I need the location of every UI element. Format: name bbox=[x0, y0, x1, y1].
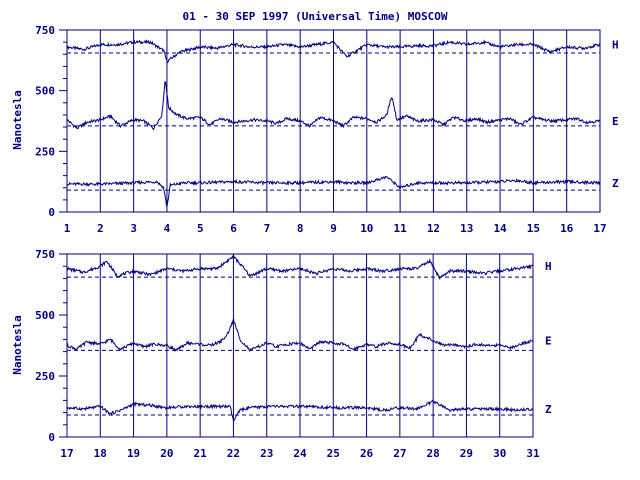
x-tick-label: 3 bbox=[130, 222, 137, 235]
x-tick-label: 31 bbox=[526, 447, 540, 460]
x-tick-label: 14 bbox=[493, 222, 507, 235]
x-tick-label: 19 bbox=[127, 447, 140, 460]
series-label-e: E bbox=[612, 115, 619, 128]
series-label-z: Z bbox=[545, 403, 552, 416]
y-tick-label: 250 bbox=[35, 145, 55, 158]
x-tick-label: 17 bbox=[593, 222, 606, 235]
top-ylabel: Nanotesla bbox=[11, 90, 24, 150]
x-tick-label: 29 bbox=[460, 447, 473, 460]
x-tick-label: 26 bbox=[360, 447, 374, 460]
series-e-trace bbox=[66, 318, 534, 353]
y-tick-label: 500 bbox=[35, 309, 55, 322]
x-tick-label: 9 bbox=[330, 222, 337, 235]
x-tick-label: 23 bbox=[260, 447, 273, 460]
x-tick-label: 21 bbox=[194, 447, 208, 460]
series-label-e: E bbox=[545, 335, 552, 348]
y-tick-label: 750 bbox=[35, 248, 55, 261]
series-label-z: Z bbox=[612, 177, 619, 190]
x-tick-label: 6 bbox=[230, 222, 237, 235]
x-tick-label: 17 bbox=[60, 447, 73, 460]
y-tick-label: 0 bbox=[48, 431, 55, 444]
x-tick-label: 5 bbox=[197, 222, 204, 235]
x-tick-label: 4 bbox=[164, 222, 171, 235]
x-tick-label: 12 bbox=[427, 222, 440, 235]
x-tick-label: 1 bbox=[64, 222, 71, 235]
x-tick-label: 24 bbox=[293, 447, 307, 460]
y-tick-label: 250 bbox=[35, 370, 55, 383]
x-tick-label: 8 bbox=[297, 222, 304, 235]
x-tick-label: 25 bbox=[327, 447, 340, 460]
bottom-ylabel: Nanotesla bbox=[11, 315, 24, 375]
x-tick-label: 28 bbox=[427, 447, 440, 460]
x-tick-label: 30 bbox=[493, 447, 506, 460]
x-tick-label: 11 bbox=[394, 222, 408, 235]
series-h-trace bbox=[66, 39, 601, 64]
y-tick-label: 500 bbox=[35, 85, 55, 98]
x-tick-label: 22 bbox=[227, 447, 240, 460]
series-label-h: H bbox=[545, 260, 552, 273]
x-tick-label: 18 bbox=[94, 447, 107, 460]
x-tick-label: 27 bbox=[393, 447, 406, 460]
x-tick-label: 10 bbox=[360, 222, 373, 235]
x-tick-label: 2 bbox=[97, 222, 104, 235]
series-z-trace bbox=[66, 175, 601, 208]
chart-title: 01 - 30 SEP 1997 (Universal Time) MOSCOW bbox=[183, 10, 448, 23]
y-tick-label: 0 bbox=[48, 206, 55, 219]
x-tick-label: 7 bbox=[264, 222, 271, 235]
series-e-trace bbox=[66, 81, 601, 131]
y-tick-label: 750 bbox=[35, 24, 55, 37]
series-h-trace bbox=[66, 255, 534, 280]
bottom-panel: 17 18 19 20 21 22 23 24 25 26 27 28 29 30 31 0 250 500 750… bbox=[35, 248, 552, 460]
x-tick-label: 16 bbox=[560, 222, 574, 235]
x-tick-label: 20 bbox=[160, 447, 173, 460]
x-tick-label: 13 bbox=[460, 222, 473, 235]
series-z-trace bbox=[66, 399, 534, 423]
series-label-h: H bbox=[612, 39, 619, 52]
x-tick-label: 15 bbox=[527, 222, 540, 235]
